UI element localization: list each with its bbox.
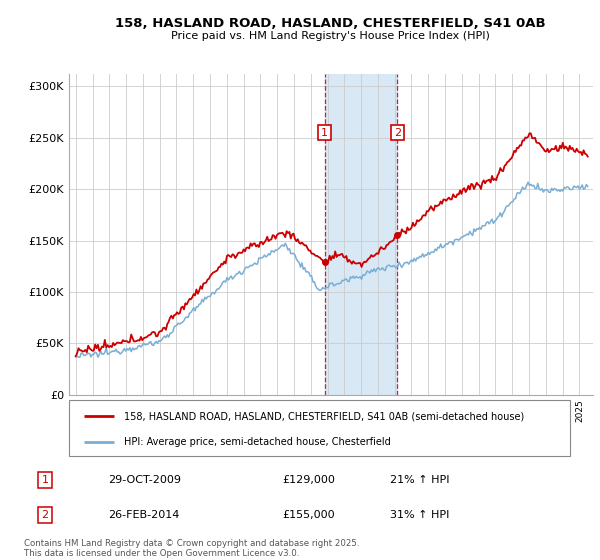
Text: 1: 1 — [41, 475, 49, 485]
Text: HPI: Average price, semi-detached house, Chesterfield: HPI: Average price, semi-detached house,… — [124, 437, 391, 447]
Text: 31% ↑ HPI: 31% ↑ HPI — [390, 510, 449, 520]
Text: Price paid vs. HM Land Registry's House Price Index (HPI): Price paid vs. HM Land Registry's House … — [170, 31, 490, 41]
Text: £129,000: £129,000 — [282, 475, 335, 485]
Text: £155,000: £155,000 — [282, 510, 335, 520]
Bar — [325, 74, 397, 395]
Text: 1: 1 — [321, 128, 328, 138]
Text: 2: 2 — [41, 510, 49, 520]
Text: 26-FEB-2014: 26-FEB-2014 — [108, 510, 179, 520]
Text: 21% ↑ HPI: 21% ↑ HPI — [390, 475, 449, 485]
Text: 158, HASLAND ROAD, HASLAND, CHESTERFIELD, S41 0AB (semi-detached house): 158, HASLAND ROAD, HASLAND, CHESTERFIELD… — [124, 411, 524, 421]
FancyBboxPatch shape — [69, 400, 570, 456]
Text: 29-OCT-2009: 29-OCT-2009 — [108, 475, 181, 485]
Text: Contains HM Land Registry data © Crown copyright and database right 2025.
This d: Contains HM Land Registry data © Crown c… — [24, 539, 359, 558]
Text: 158, HASLAND ROAD, HASLAND, CHESTERFIELD, S41 0AB: 158, HASLAND ROAD, HASLAND, CHESTERFIELD… — [115, 17, 545, 30]
Text: 2: 2 — [394, 128, 401, 138]
